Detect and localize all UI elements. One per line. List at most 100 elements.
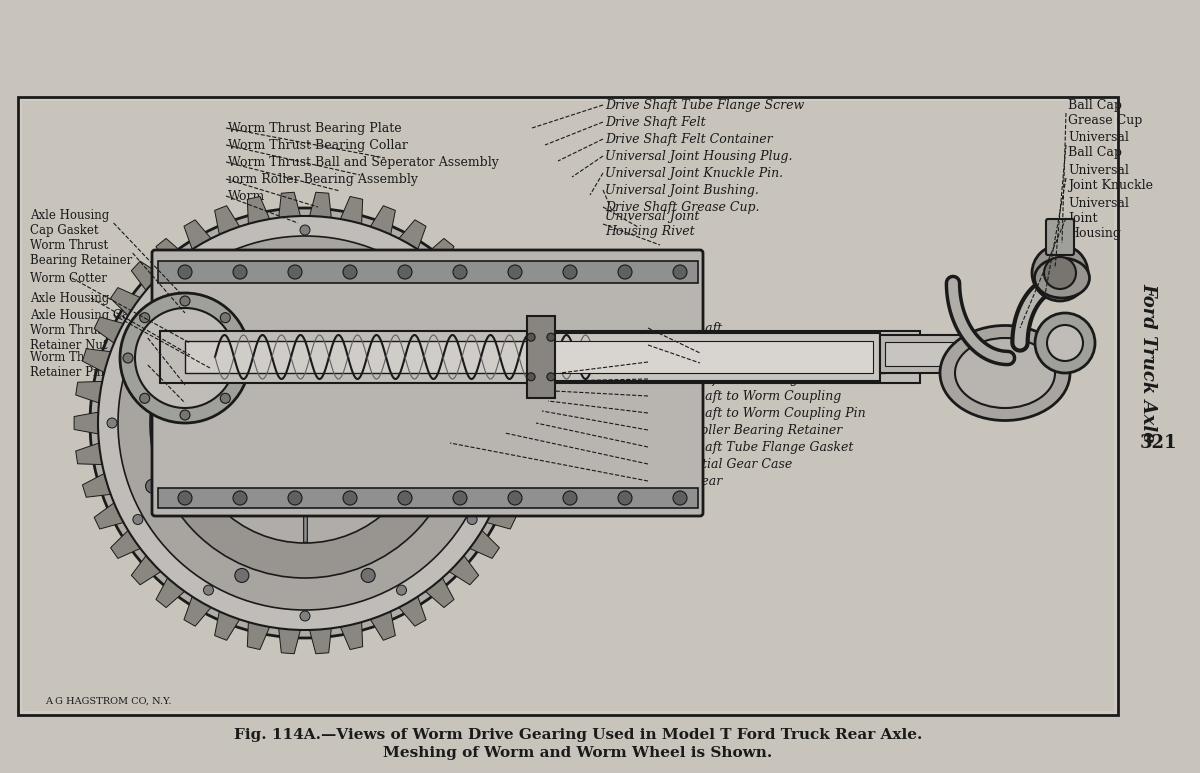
FancyBboxPatch shape [18, 97, 1118, 715]
Circle shape [396, 251, 407, 261]
Circle shape [454, 491, 467, 505]
Text: Drive Shaft Felt: Drive Shaft Felt [605, 115, 706, 128]
Polygon shape [497, 472, 528, 497]
Circle shape [180, 410, 190, 420]
Circle shape [150, 268, 460, 578]
Circle shape [508, 491, 522, 505]
Circle shape [1044, 257, 1076, 289]
Text: Drive Shaft to Worm Coupling Pin: Drive Shaft to Worm Coupling Pin [650, 407, 865, 420]
Polygon shape [370, 609, 395, 640]
Polygon shape [288, 403, 323, 443]
Circle shape [300, 611, 310, 621]
Polygon shape [215, 609, 241, 640]
Circle shape [204, 585, 214, 595]
Circle shape [343, 265, 358, 279]
Circle shape [396, 585, 407, 595]
Circle shape [90, 208, 520, 638]
FancyBboxPatch shape [152, 250, 703, 516]
Polygon shape [468, 288, 499, 317]
Text: Drive Shaft: Drive Shaft [650, 322, 722, 335]
Text: Axle Housing Cap: Axle Housing Cap [30, 291, 137, 305]
Polygon shape [497, 349, 528, 373]
Circle shape [467, 515, 478, 525]
Circle shape [124, 353, 133, 363]
Circle shape [288, 491, 302, 505]
Circle shape [563, 491, 577, 505]
Text: Meshing of Worm and Worm Wheel is Shown.: Meshing of Worm and Worm Wheel is Shown. [383, 746, 773, 760]
Circle shape [250, 368, 360, 478]
Circle shape [145, 479, 160, 493]
Text: Universal
Ball Cap: Universal Ball Cap [1068, 131, 1129, 159]
Polygon shape [110, 529, 143, 558]
Circle shape [361, 568, 376, 582]
Polygon shape [247, 620, 270, 649]
Circle shape [235, 264, 248, 278]
Text: Ford Truck Axle: Ford Truck Axle [1139, 283, 1157, 443]
Circle shape [547, 373, 554, 381]
Polygon shape [310, 626, 331, 654]
Circle shape [220, 338, 390, 508]
Polygon shape [94, 502, 126, 529]
Polygon shape [485, 317, 516, 344]
Circle shape [673, 265, 686, 279]
Text: Worm Roller Bearing Retainer: Worm Roller Bearing Retainer [650, 424, 842, 437]
FancyBboxPatch shape [527, 316, 554, 398]
FancyBboxPatch shape [880, 335, 1010, 373]
FancyBboxPatch shape [158, 261, 698, 283]
Polygon shape [76, 442, 104, 465]
FancyBboxPatch shape [158, 488, 698, 508]
Polygon shape [131, 261, 163, 292]
Text: Ball Cap
Grease Cup: Ball Cap Grease Cup [1068, 99, 1142, 127]
Polygon shape [340, 196, 362, 226]
Polygon shape [278, 192, 301, 220]
Circle shape [120, 293, 250, 423]
Polygon shape [83, 472, 113, 497]
Text: Axle Housing Cap Screw: Axle Housing Cap Screw [30, 308, 178, 322]
Circle shape [98, 216, 512, 630]
FancyBboxPatch shape [160, 331, 920, 383]
Polygon shape [448, 554, 479, 585]
FancyBboxPatch shape [185, 341, 884, 373]
Circle shape [133, 515, 143, 525]
Circle shape [1034, 313, 1094, 373]
Text: A G HAGSTROM CO, N.Y.: A G HAGSTROM CO, N.Y. [46, 696, 172, 706]
Text: Worm Cotter: Worm Cotter [30, 271, 107, 284]
Text: Drive Shaft Tube: Drive Shaft Tube [650, 339, 758, 352]
Circle shape [563, 265, 577, 279]
Text: Worm Thrust Bearing
Retainer Nut: Worm Thrust Bearing Retainer Nut [30, 324, 160, 352]
Circle shape [454, 265, 467, 279]
Text: Drive Shaft Tube Flange Screw: Drive Shaft Tube Flange Screw [605, 98, 804, 111]
Polygon shape [74, 412, 101, 434]
Text: Universal Joint Housing Plug.: Universal Joint Housing Plug. [605, 149, 792, 162]
Circle shape [233, 491, 247, 505]
Circle shape [233, 265, 247, 279]
Polygon shape [505, 442, 534, 465]
Circle shape [343, 491, 358, 505]
Circle shape [235, 568, 248, 582]
Text: Drive Shaft Grease Cup.: Drive Shaft Grease Cup. [605, 200, 760, 213]
Circle shape [618, 265, 632, 279]
Text: 321: 321 [1139, 434, 1177, 452]
Text: Worm Thrust Bearing
Retainer Pin: Worm Thrust Bearing Retainer Pin [30, 351, 160, 379]
Polygon shape [485, 502, 516, 529]
FancyBboxPatch shape [22, 101, 1114, 711]
Circle shape [238, 353, 247, 363]
Circle shape [398, 265, 412, 279]
Circle shape [673, 491, 686, 505]
Ellipse shape [1034, 258, 1090, 298]
Ellipse shape [955, 338, 1055, 408]
Text: Worm Thrust Bearing Collar: Worm Thrust Bearing Collar [228, 138, 408, 152]
Circle shape [118, 236, 492, 610]
Text: Drive Shaft Tube Flange Gasket: Drive Shaft Tube Flange Gasket [650, 441, 853, 454]
Polygon shape [397, 594, 426, 626]
Polygon shape [397, 220, 426, 251]
Text: ıorm Roller Bearing Assembly: ıorm Roller Bearing Assembly [228, 172, 418, 186]
Circle shape [288, 265, 302, 279]
Text: Worm Gear: Worm Gear [650, 475, 722, 488]
Polygon shape [156, 238, 186, 270]
Circle shape [204, 251, 214, 261]
Text: Worm Thrust Bearing Plate: Worm Thrust Bearing Plate [228, 121, 402, 135]
Circle shape [300, 225, 310, 235]
Circle shape [107, 418, 118, 428]
Circle shape [185, 303, 425, 543]
